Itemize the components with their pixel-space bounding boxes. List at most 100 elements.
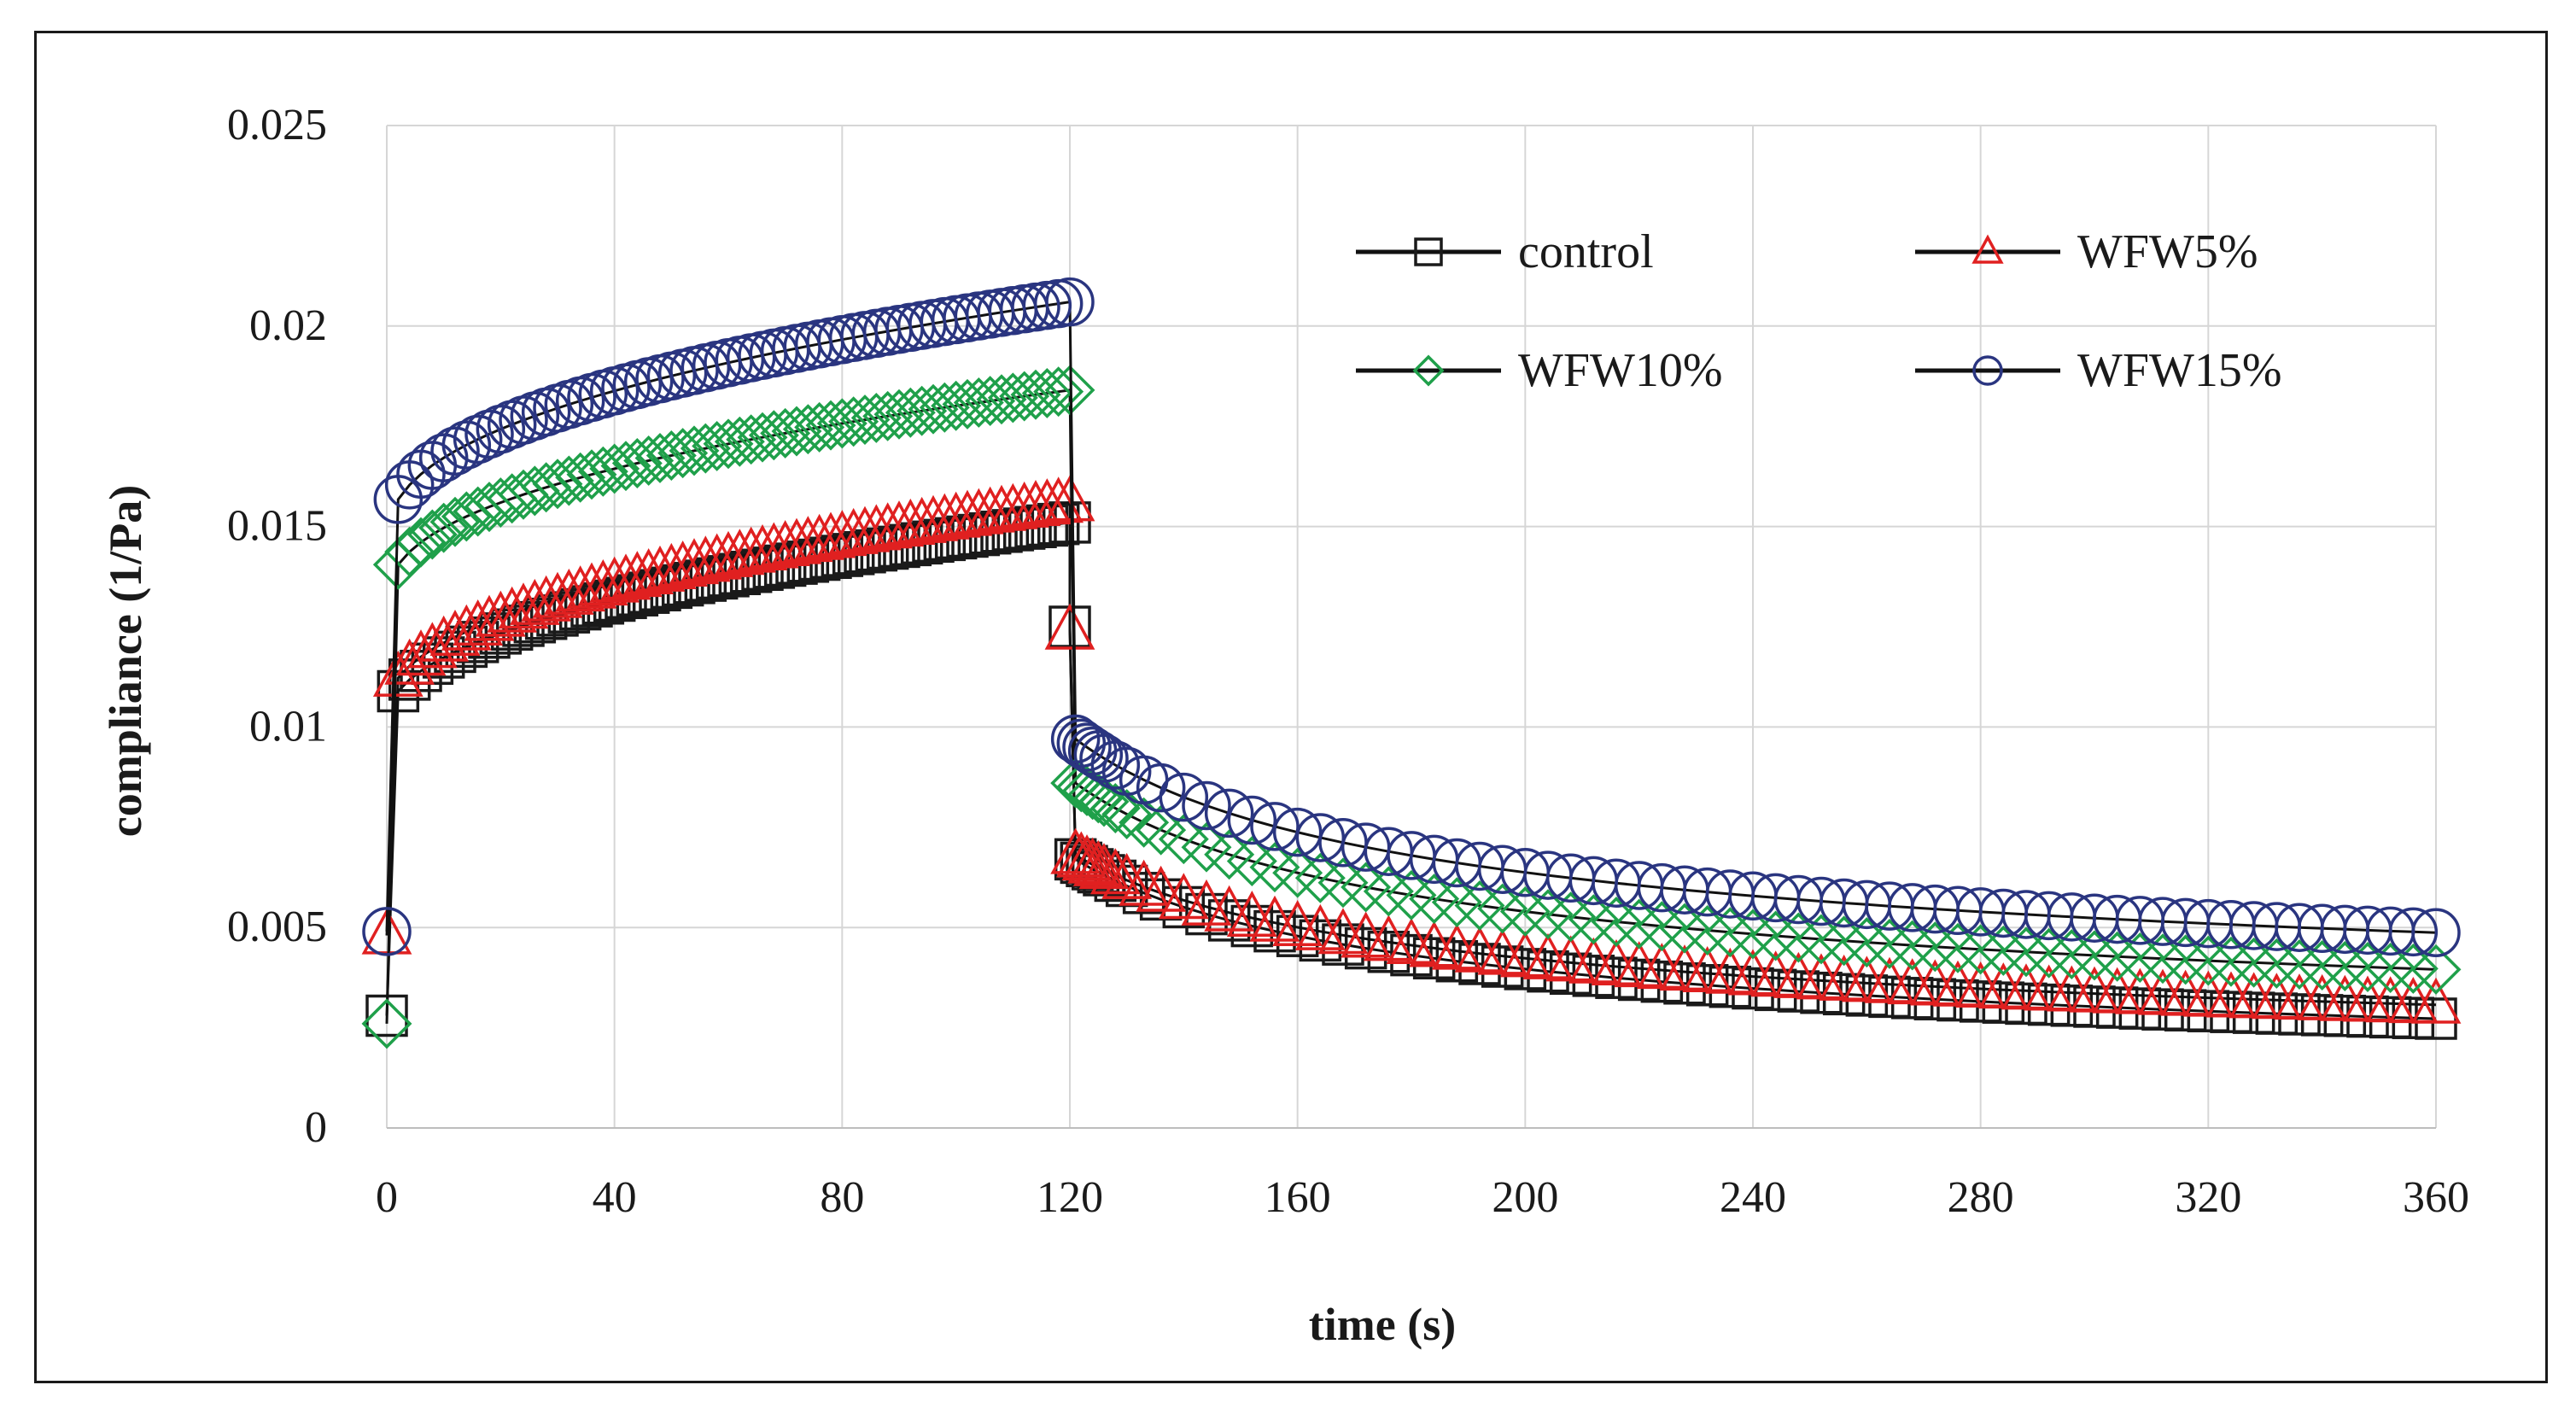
x-tick-label: 0 bbox=[376, 1173, 398, 1222]
data-point bbox=[1955, 924, 2006, 975]
data-point bbox=[361, 998, 412, 1049]
data-point bbox=[555, 565, 606, 612]
data-point bbox=[577, 446, 628, 497]
series-group bbox=[361, 277, 2462, 1049]
x-tick-label: 120 bbox=[1037, 1173, 1103, 1222]
legend-item-wfw10pct: WFW10% bbox=[1356, 344, 1723, 397]
x-tick-label: 160 bbox=[1265, 1173, 1331, 1222]
data-point bbox=[1181, 879, 1232, 926]
data-point bbox=[2069, 930, 2120, 981]
data-point bbox=[1062, 722, 1112, 772]
data-point bbox=[703, 530, 754, 577]
data-point bbox=[1841, 917, 1892, 968]
data-point bbox=[714, 416, 765, 467]
data-point bbox=[2092, 967, 2143, 1014]
data-point bbox=[453, 599, 504, 646]
data-point bbox=[418, 433, 469, 482]
data-point bbox=[2297, 940, 2348, 990]
data-point bbox=[1078, 843, 1130, 890]
legend-label: control bbox=[1518, 225, 1654, 278]
data-point bbox=[760, 520, 811, 567]
data-point bbox=[805, 400, 856, 451]
data-point bbox=[1614, 898, 1665, 950]
data-point bbox=[737, 524, 788, 571]
data-point bbox=[805, 511, 856, 558]
data-point bbox=[429, 496, 481, 547]
data-point bbox=[2411, 908, 2461, 958]
data-point bbox=[361, 908, 412, 955]
data-point bbox=[1044, 475, 1095, 522]
data-point bbox=[543, 455, 594, 506]
data-point bbox=[2228, 937, 2280, 988]
data-point bbox=[771, 406, 822, 457]
data-point bbox=[726, 414, 777, 465]
data-point bbox=[555, 452, 606, 503]
data-point bbox=[1250, 802, 1300, 851]
data-point bbox=[1750, 910, 1802, 961]
x-tick-label: 200 bbox=[1492, 1173, 1558, 1222]
data-point bbox=[521, 575, 572, 622]
legend-marker bbox=[1414, 237, 1443, 266]
data-point bbox=[1182, 780, 1231, 831]
data-point bbox=[521, 462, 572, 513]
data-point bbox=[1499, 885, 1551, 937]
data-point bbox=[1272, 899, 1323, 946]
legend: control WFW5% WFW10% WFW15% bbox=[1356, 225, 2282, 397]
data-point bbox=[475, 590, 526, 637]
data-point bbox=[430, 426, 480, 476]
data-point bbox=[1909, 921, 1960, 973]
data-point bbox=[1136, 865, 1187, 912]
data-point bbox=[623, 547, 675, 595]
data-point bbox=[737, 412, 788, 463]
data-point bbox=[634, 432, 686, 483]
data-point bbox=[445, 625, 488, 669]
data-point bbox=[2024, 927, 2075, 979]
legend-marker bbox=[1412, 354, 1445, 387]
data-point bbox=[611, 438, 663, 488]
data-point bbox=[2114, 932, 2165, 983]
data-point bbox=[1119, 797, 1170, 848]
data-point bbox=[1773, 912, 1824, 963]
data-point bbox=[794, 513, 845, 560]
data-point bbox=[908, 494, 959, 541]
data-point bbox=[1363, 915, 1414, 961]
data-point bbox=[726, 526, 777, 573]
data-point bbox=[645, 430, 697, 481]
data-point bbox=[2046, 929, 2097, 980]
data-point bbox=[464, 594, 515, 641]
series-wfw15pct bbox=[362, 277, 2461, 958]
data-point bbox=[828, 507, 879, 554]
data-point bbox=[2114, 967, 2165, 1014]
data-point bbox=[589, 556, 640, 603]
data-point bbox=[1090, 740, 1141, 790]
y-tick-label: 0.015 bbox=[227, 502, 327, 551]
data-point bbox=[1591, 896, 1642, 947]
data-point bbox=[1204, 788, 1254, 839]
data-point bbox=[600, 553, 651, 600]
data-point bbox=[1386, 869, 1437, 920]
series-wfw5pct bbox=[361, 475, 2462, 1024]
data-point bbox=[1249, 842, 1300, 893]
data-point bbox=[1073, 730, 1124, 780]
data-point bbox=[2069, 966, 2120, 1013]
data-point bbox=[566, 449, 617, 500]
data-point bbox=[692, 420, 743, 471]
data-point bbox=[1341, 911, 1392, 958]
series-line bbox=[385, 500, 2437, 1007]
data-point bbox=[2410, 977, 2462, 1024]
legend-marker bbox=[1972, 355, 2003, 386]
data-point bbox=[2160, 969, 2211, 1016]
data-point bbox=[1033, 366, 1084, 418]
data-point bbox=[2001, 926, 2052, 978]
data-point bbox=[418, 615, 470, 662]
legend-item-control: control bbox=[1356, 225, 1654, 278]
data-point bbox=[657, 540, 709, 587]
data-point bbox=[760, 407, 811, 459]
data-point bbox=[1230, 904, 1274, 948]
data-point bbox=[703, 418, 754, 470]
legend-item-wfw5pct: WFW5% bbox=[1915, 225, 2258, 278]
data-point bbox=[1522, 889, 1574, 940]
x-tick-label: 240 bbox=[1720, 1173, 1786, 1222]
data-point bbox=[1636, 901, 1687, 952]
data-point bbox=[418, 502, 470, 553]
